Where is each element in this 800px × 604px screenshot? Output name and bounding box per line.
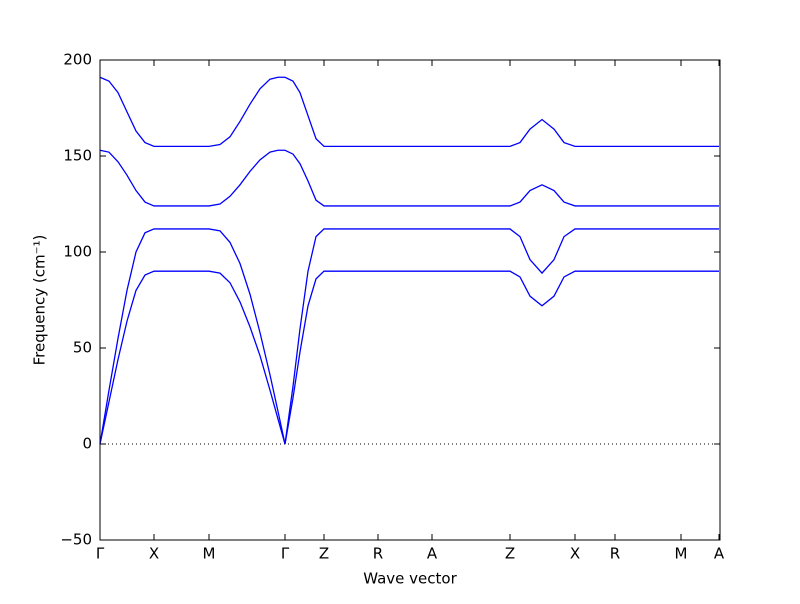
band-line (99, 149, 719, 207)
y-tick-label: 50 (73, 339, 92, 357)
x-tick-label: Γ (281, 545, 290, 563)
y-axis-label: Frequency (cm⁻¹) (31, 235, 49, 366)
plot-frame (99, 59, 721, 541)
x-tick-label: M (675, 545, 688, 563)
x-tick-label: X (570, 545, 580, 563)
y-tick-label: 0 (82, 435, 92, 453)
x-tick-label: Γ (96, 545, 105, 563)
x-tick-label: A (427, 545, 438, 563)
x-tick-label: A (714, 545, 725, 563)
x-tick-label: R (373, 545, 383, 563)
y-tick-label: 150 (63, 147, 92, 165)
x-tick-label: R (610, 545, 620, 563)
band-line (99, 228, 719, 445)
x-tick-label: Z (319, 545, 329, 563)
y-tick-label: 200 (63, 51, 92, 69)
band-line (99, 76, 719, 148)
x-tick-label: M (203, 545, 216, 563)
x-tick-label: X (149, 545, 159, 563)
x-axis-label: Wave vector (363, 570, 457, 588)
band-line (99, 270, 719, 445)
y-tick-label: −50 (60, 531, 92, 549)
x-tick-label: Z (505, 545, 515, 563)
y-tick-label: 100 (63, 243, 92, 261)
